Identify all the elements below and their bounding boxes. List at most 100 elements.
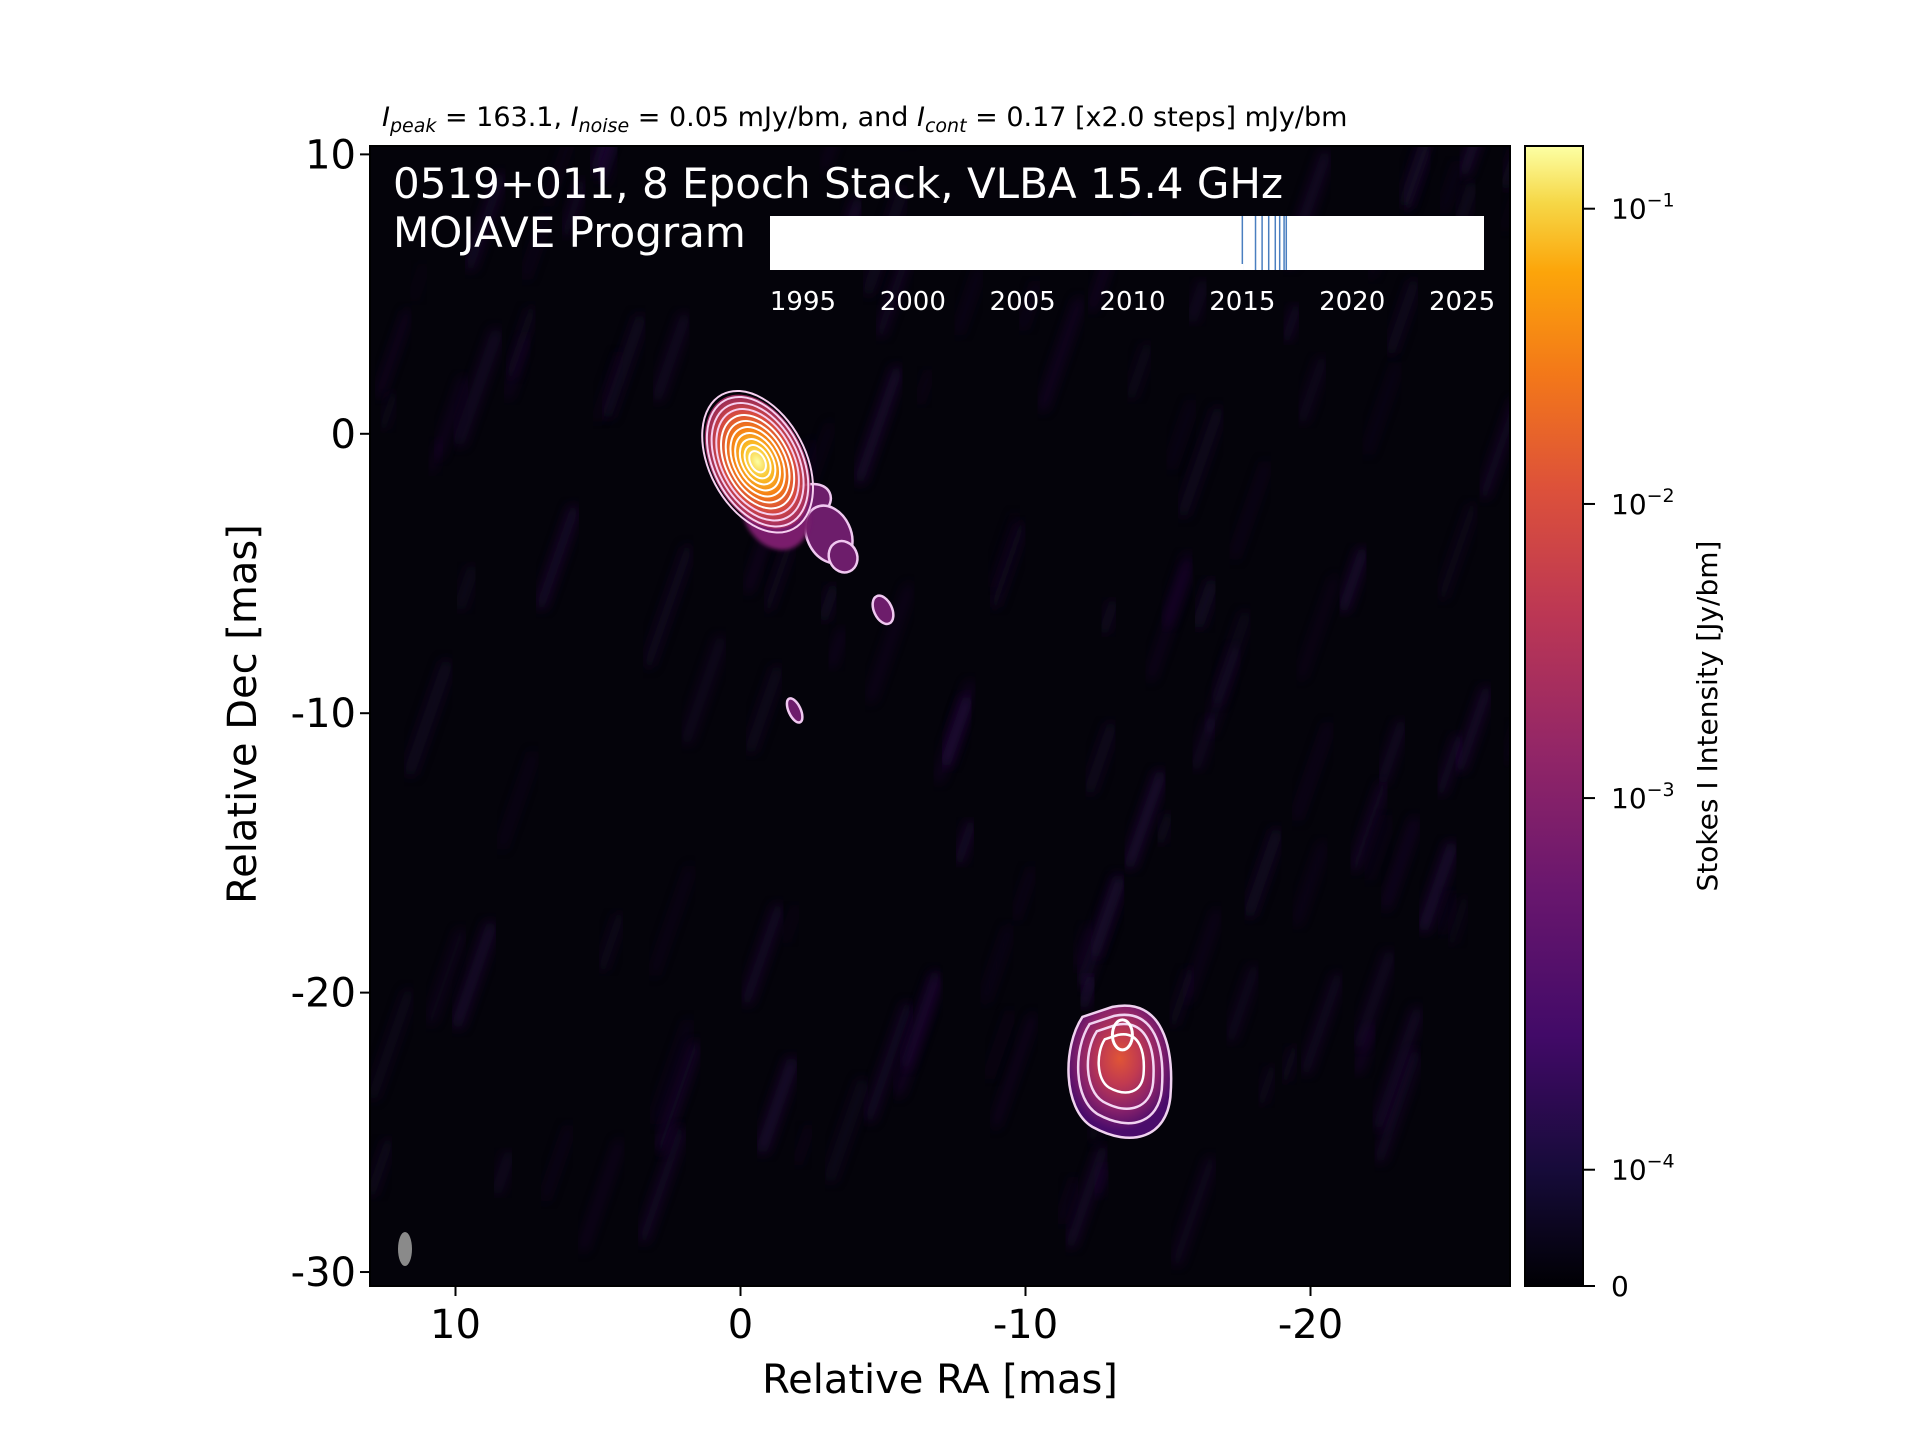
noise-streak [1298,575,1338,680]
noise-streak [1230,460,1271,561]
noise-streak [427,439,444,474]
jet-component [785,697,804,724]
noise-streak [560,179,588,237]
noise-streak [1501,205,1510,233]
noise-streak [370,988,415,1101]
x-tick-label: -10 [993,1302,1058,1348]
noise-streak [1279,1045,1300,1083]
noise-streak [1352,950,1397,1050]
noise-streak [1296,356,1328,424]
y-tick-label: 10 [305,132,356,178]
noise-streak [1064,1145,1109,1248]
noise-streak [1445,896,1471,946]
noise-streak [370,1138,395,1198]
y-axis-label: Relative Dec [mas] [220,524,266,904]
cont-subscript: cont [925,115,968,137]
noise-streak [490,1150,516,1196]
noise-streak [1363,814,1394,882]
noise-streak [504,306,537,379]
intensity-header: Ipeak = 163.1, Inoise = 0.05 mJy/bm, and… [382,102,1347,137]
noise-streak [1184,279,1211,325]
noise-streak [794,1124,813,1167]
noise-streak [452,328,504,447]
noise-streak [1057,1175,1079,1226]
noise-value: 0.05 mJy/bm, and [669,102,908,133]
noise-streak [1353,1023,1378,1075]
noise-streak [650,865,695,977]
noise-streak [1381,816,1420,911]
core-contour [720,414,796,510]
y-tick-label: -10 [291,691,356,737]
noise-streak [1384,278,1421,356]
noise-streak [989,522,1027,609]
x-tick-label: 10 [430,1302,481,1348]
noise-streak [497,750,538,851]
noise-streak [450,921,498,1029]
noise-streak [642,545,694,668]
timeline-year-label: 1995 [770,287,836,317]
noise-streak [1437,503,1479,600]
core-contour [748,450,767,474]
southern-peak-contour [1110,1018,1134,1052]
core-contour [715,407,800,516]
noise-streak [593,350,623,423]
timeline-year-label: 2005 [990,287,1056,317]
noise-streak [953,820,977,865]
noise-streak [1454,686,1493,773]
x-axis-label: Relative RA [mas] [762,1357,1118,1403]
noise-streak [985,1009,1014,1081]
noise-streak [1373,1049,1422,1163]
colorbar: 10−1 10−2 10−3 10−4 0 Stokes I Intensity [Jy… [1524,145,1724,1303]
noise-streak [1292,721,1333,822]
noise-streak [820,146,835,172]
plot-title: 0519+011, 8 Epoch Stack, VLBA 15.4 GHz [393,159,1283,208]
core-contour [743,444,772,480]
noise-streak [781,904,800,944]
colorbar-tick-label: 10−4 [1611,1151,1675,1187]
noise-streak [1076,974,1099,1010]
noise-streak [1038,297,1084,411]
noise-streak [1362,361,1402,456]
noise-streak [521,212,551,281]
y-tick-label: 0 [331,412,356,458]
southern-contour [1076,1013,1164,1125]
noise-streak [1165,398,1197,471]
noise-streak [409,262,428,302]
noise-streak [1397,146,1429,208]
noise-streak [1083,721,1118,795]
noise-subscript: noise [579,115,630,137]
noise-streak [1225,964,1260,1043]
noise-streak [1160,553,1194,628]
noise-streak [579,1139,623,1252]
noise-streak [893,975,942,1097]
noise-streak [1280,303,1302,343]
noise-streak [916,368,933,406]
noise-streak [1123,770,1167,870]
noise-streak [817,583,840,623]
noise-streak [1417,841,1459,933]
noise-streak [1167,967,1196,1028]
noise-streak [376,309,411,398]
noise-streak [638,1126,686,1243]
plot-background [370,146,1510,1286]
noise-streak [654,1041,701,1153]
noise-streak [1436,889,1459,936]
noise-streak [1203,645,1242,735]
colorbar-tick-label: 10−3 [1611,779,1675,815]
noise-streak [1478,406,1510,499]
noise-streak [1458,146,1479,177]
noise-streak [743,664,785,754]
noise-streak [680,635,727,745]
noise-streak [1191,578,1220,630]
noise-streak [1292,841,1328,926]
noise-streak [1176,406,1225,518]
noise-streak [1183,909,1221,1003]
noise-streak [992,1014,1036,1128]
colorbar-label: Stokes I Intensity [Jy/bm] [1691,541,1724,892]
noise-streak [452,563,480,612]
axis-ticks: 10 0 -10 -20 10 0 -10 -20 -30 [291,132,1344,1348]
noise-streak [979,924,1015,1004]
core-contour [701,389,815,534]
noise-streak [1350,781,1389,872]
